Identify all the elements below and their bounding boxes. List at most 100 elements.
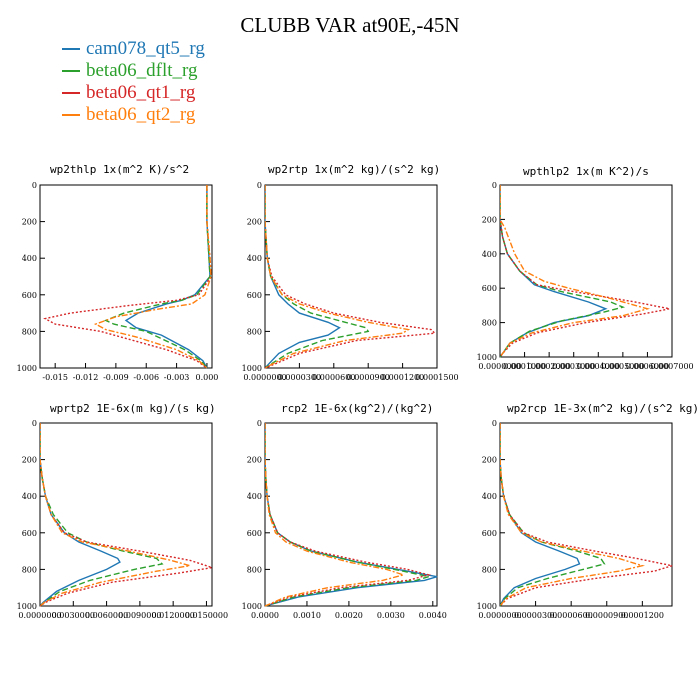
series-line-qt1 <box>43 185 212 369</box>
y-tick-label: 0 <box>492 181 497 190</box>
x-tick-label: -0.003 <box>164 373 190 382</box>
x-tick-label: 0.0010 <box>293 611 321 620</box>
series-line-qt1 <box>265 423 432 607</box>
figure-title: CLUBB VAR at90E,-45N <box>240 13 460 37</box>
legend-entry: cam078_qt5_rg <box>62 38 205 60</box>
legend-label: beta06_qt1_rg <box>86 82 196 103</box>
legend: cam078_qt5_rg beta06_dflt_rg beta06_qt1_… <box>62 38 205 126</box>
y-tick-label: 600 <box>247 291 262 300</box>
x-tick-label: 0.0020 <box>335 611 363 620</box>
series-line-qt2 <box>93 185 212 369</box>
series-line-dflt <box>104 185 211 369</box>
panel-title: wpthlp2 1x(m K^2)/s <box>523 165 649 178</box>
y-tick-label: 600 <box>22 529 37 538</box>
legend-entry: beta06_qt2_rg <box>62 104 205 126</box>
panel-title: wp2thlp 1x(m^2 K)/s^2 <box>50 163 190 176</box>
plot-frame <box>499 422 673 607</box>
y-tick-label: 1000 <box>477 602 497 611</box>
legend-label: beta06_qt2_rg <box>86 104 196 125</box>
y-tick-label: 1000 <box>242 364 262 373</box>
x-tick-label: 0.0001000 <box>503 362 546 371</box>
x-tick-label: -0.009 <box>103 373 129 382</box>
y-tick-label: 400 <box>247 254 262 263</box>
x-tick-label: -0.012 <box>73 373 99 382</box>
series-line-cam078 <box>500 185 608 358</box>
y-tick-label: 600 <box>482 284 497 293</box>
y-tick-label: 600 <box>247 529 262 538</box>
x-tick-label: 0.0000600 <box>550 611 593 620</box>
panel-title: rcp2 1E-6x(kg^2)/(kg^2) <box>281 402 434 415</box>
y-tick-label: 0 <box>257 419 262 428</box>
x-tick-label: 0.0001500 <box>415 373 458 382</box>
series-line-qt2 <box>265 185 411 369</box>
x-tick-label: 0.0004000 <box>577 362 620 371</box>
y-tick-label: 200 <box>247 218 262 227</box>
x-tick-label: 0.0006000 <box>626 362 669 371</box>
series-line-cam078 <box>265 423 438 607</box>
y-tick-label: 1000 <box>17 364 37 373</box>
series-line-dflt <box>265 185 370 369</box>
legend-line-dflt <box>62 70 80 72</box>
x-tick-label: 0.0000000 <box>478 362 521 371</box>
legend-label: cam078_qt5_rg <box>86 38 205 59</box>
x-tick-label: 0.0005000 <box>601 362 644 371</box>
legend-entry: beta06_dflt_rg <box>62 60 205 82</box>
series-line-qt2 <box>265 423 406 607</box>
x-tick-label: 0.0000300 <box>514 611 557 620</box>
x-tick-label: 0.0000600 <box>312 373 355 382</box>
y-tick-label: 200 <box>22 218 37 227</box>
series-line-qt1 <box>500 423 673 607</box>
y-tick-label: 200 <box>482 215 497 224</box>
y-tick-label: 800 <box>22 327 37 336</box>
y-tick-label: 600 <box>482 529 497 538</box>
panel-title: wp2rcp 1E-3x(m^2 kg)/(s^2 kg) <box>507 402 700 415</box>
series-line-cam078 <box>265 185 341 369</box>
legend-entry: beta06_qt1_rg <box>62 82 205 104</box>
series-line-qt2 <box>500 423 645 607</box>
x-tick-label: 0.0001200 <box>621 611 664 620</box>
series-line-cam078 <box>500 423 581 607</box>
y-tick-label: 1000 <box>477 353 497 362</box>
x-tick-label: 0.000 <box>195 373 218 382</box>
x-tick-label: 0.0000000 <box>18 611 61 620</box>
y-tick-label: 800 <box>247 327 262 336</box>
y-tick-label: 200 <box>482 456 497 465</box>
x-tick-label: 0.0007000 <box>650 362 693 371</box>
y-tick-label: 800 <box>482 565 497 574</box>
x-tick-label: 0.0120000 <box>152 611 195 620</box>
series-line-dflt <box>500 185 626 358</box>
x-tick-label: 0.0090000 <box>118 611 161 620</box>
x-tick-label: 0.0150000 <box>185 611 228 620</box>
legend-line-qt2 <box>62 114 80 116</box>
series-line-qt1 <box>40 423 213 607</box>
y-tick-label: 0 <box>32 419 37 428</box>
x-tick-label: 0.0000900 <box>585 611 628 620</box>
y-tick-label: 400 <box>22 492 37 501</box>
plot-frame <box>264 422 438 607</box>
y-tick-label: 400 <box>22 254 37 263</box>
x-tick-label: 0.0030 <box>377 611 405 620</box>
y-tick-label: 200 <box>247 456 262 465</box>
panel-title: wp2rtp 1x(m^2 kg)/(s^2 kg) <box>268 163 441 176</box>
series-line-qt2 <box>500 185 650 358</box>
series-line-dflt <box>265 423 429 607</box>
x-tick-label: -0.006 <box>133 373 159 382</box>
x-tick-label: 0.0002000 <box>528 362 571 371</box>
plot-frame <box>264 184 438 369</box>
legend-line-cam078 <box>62 48 80 50</box>
x-tick-label: 0.0000000 <box>243 373 286 382</box>
series-line-dflt <box>40 423 164 607</box>
series-line-cam078 <box>124 185 211 369</box>
series-line-dflt <box>500 423 606 607</box>
y-tick-label: 1000 <box>242 602 262 611</box>
y-tick-label: 600 <box>22 291 37 300</box>
x-tick-label: 0.0040 <box>419 611 447 620</box>
plot-frame <box>39 422 213 607</box>
x-tick-label: 0.0030000 <box>52 611 95 620</box>
plot-frame <box>39 184 213 369</box>
y-tick-label: 400 <box>247 492 262 501</box>
y-tick-label: 0 <box>32 181 37 190</box>
y-tick-label: 0 <box>257 181 262 190</box>
series-line-qt1 <box>500 185 670 358</box>
plot-frame <box>499 184 673 358</box>
